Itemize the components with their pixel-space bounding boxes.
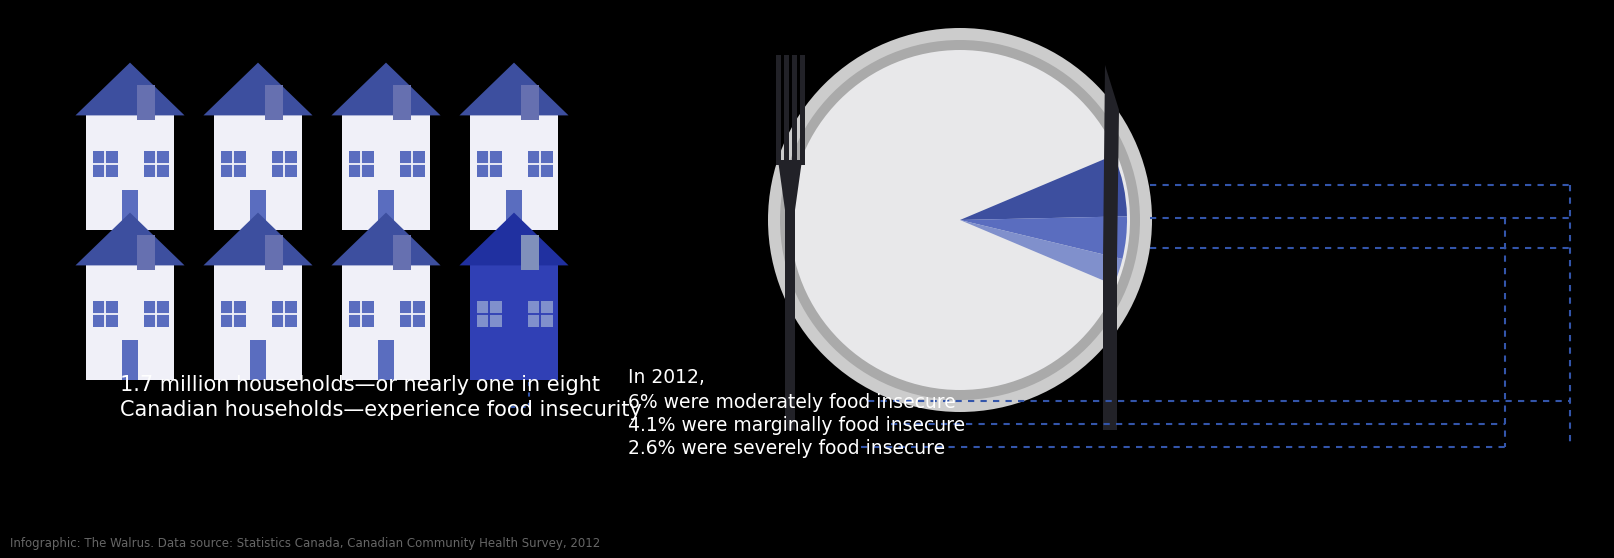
Polygon shape <box>778 160 802 210</box>
Polygon shape <box>137 234 155 270</box>
Polygon shape <box>378 340 394 380</box>
Polygon shape <box>507 190 521 230</box>
Polygon shape <box>342 116 429 230</box>
Text: Infographic: The Walrus. Data source: Statistics Canada, Canadian Community Heal: Infographic: The Walrus. Data source: St… <box>10 537 600 550</box>
Text: Canadian households—experience food insecurity: Canadian households—experience food inse… <box>119 400 642 420</box>
Polygon shape <box>775 55 781 165</box>
Wedge shape <box>960 217 1127 259</box>
Polygon shape <box>791 55 796 165</box>
Text: In 2012,: In 2012, <box>628 368 705 387</box>
Polygon shape <box>507 340 521 380</box>
Polygon shape <box>144 151 169 177</box>
Polygon shape <box>221 301 245 327</box>
Polygon shape <box>203 62 313 116</box>
Polygon shape <box>783 55 789 165</box>
Circle shape <box>768 28 1152 412</box>
Polygon shape <box>86 266 174 380</box>
Polygon shape <box>144 301 169 327</box>
Wedge shape <box>960 220 1122 285</box>
Polygon shape <box>94 151 118 177</box>
Polygon shape <box>265 85 282 120</box>
Polygon shape <box>1102 260 1117 430</box>
Polygon shape <box>331 62 441 116</box>
Polygon shape <box>349 151 374 177</box>
Text: 4.1% were marginally food insecure: 4.1% were marginally food insecure <box>628 416 965 435</box>
Polygon shape <box>784 210 796 430</box>
Polygon shape <box>273 151 297 177</box>
Polygon shape <box>528 151 552 177</box>
Polygon shape <box>273 301 297 327</box>
Polygon shape <box>521 85 539 120</box>
Polygon shape <box>394 85 410 120</box>
Polygon shape <box>528 301 552 327</box>
Wedge shape <box>960 155 1127 220</box>
Polygon shape <box>76 62 184 116</box>
Polygon shape <box>215 116 302 230</box>
Text: 2.6% were severely food insecure: 2.6% were severely food insecure <box>628 439 946 458</box>
Polygon shape <box>250 190 266 230</box>
Polygon shape <box>400 151 424 177</box>
Polygon shape <box>470 116 558 230</box>
Polygon shape <box>342 266 429 380</box>
Polygon shape <box>123 340 137 380</box>
Polygon shape <box>331 213 441 266</box>
Text: 6% were moderately food insecure: 6% were moderately food insecure <box>628 393 955 412</box>
Polygon shape <box>470 266 558 380</box>
Polygon shape <box>137 85 155 120</box>
Polygon shape <box>349 301 374 327</box>
Polygon shape <box>478 151 502 177</box>
Polygon shape <box>378 190 394 230</box>
Polygon shape <box>1102 65 1119 260</box>
Polygon shape <box>250 340 266 380</box>
Polygon shape <box>215 266 302 380</box>
Circle shape <box>789 50 1130 390</box>
Polygon shape <box>521 234 539 270</box>
Polygon shape <box>460 62 568 116</box>
Polygon shape <box>799 55 804 165</box>
Polygon shape <box>123 190 137 230</box>
Polygon shape <box>265 234 282 270</box>
Text: 1.7 million households—or nearly one in eight: 1.7 million households—or nearly one in … <box>119 375 600 395</box>
Polygon shape <box>478 301 502 327</box>
Polygon shape <box>394 234 410 270</box>
Polygon shape <box>203 213 313 266</box>
Polygon shape <box>460 213 568 266</box>
Polygon shape <box>86 116 174 230</box>
Polygon shape <box>400 301 424 327</box>
Polygon shape <box>94 301 118 327</box>
Circle shape <box>780 40 1139 400</box>
Polygon shape <box>221 151 245 177</box>
Polygon shape <box>76 213 184 266</box>
